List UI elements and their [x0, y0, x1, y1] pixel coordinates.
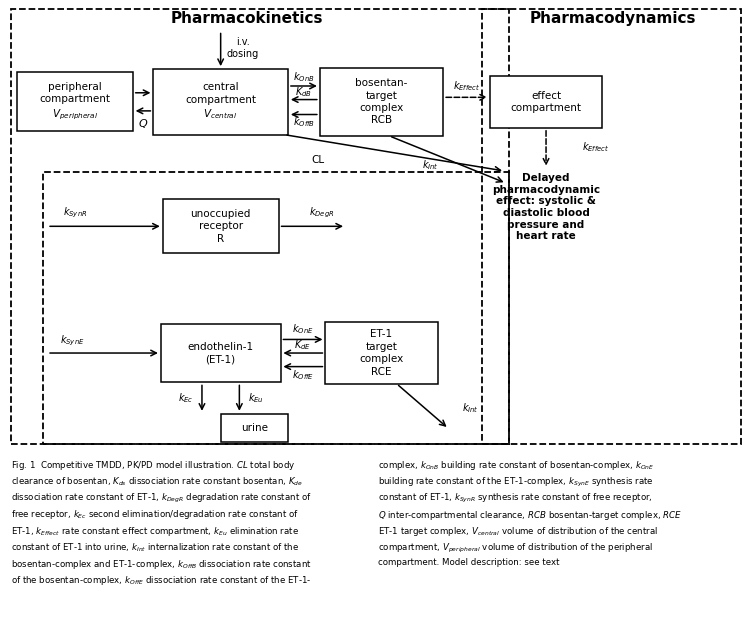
Text: $k_{SynE}$: $k_{SynE}$ [60, 333, 84, 348]
Text: CL: CL [311, 154, 325, 164]
Bar [43, 172, 509, 443]
Text: $K_{dB}$: $K_{dB}$ [295, 85, 313, 99]
Bar [153, 69, 288, 135]
Text: bosentan-
target
complex
RCB: bosentan- target complex RCB [355, 78, 408, 125]
Text: Fig. 1  Competitive TMDD, PK/PD model illustration. $CL$ total body
clearance of: Fig. 1 Competitive TMDD, PK/PD model ill… [11, 459, 312, 587]
Text: urine: urine [241, 423, 268, 433]
Text: $k_{Int}$: $k_{Int}$ [422, 158, 438, 172]
Bar [221, 414, 288, 441]
Bar [17, 73, 132, 131]
Text: Pharmacokinetics: Pharmacokinetics [171, 11, 323, 25]
Text: $k_{Ec}$: $k_{Ec}$ [178, 391, 193, 405]
Text: effect
compartment: effect compartment [511, 91, 581, 113]
Bar [325, 322, 438, 384]
Text: $Q$: $Q$ [138, 117, 148, 130]
Text: i.v.
dosing: i.v. dosing [227, 37, 260, 58]
Bar [162, 199, 278, 254]
Text: $k_{Eu}$: $k_{Eu}$ [248, 391, 264, 405]
Text: $k_{OnB}$: $k_{OnB}$ [293, 70, 315, 84]
Text: endothelin-1
(ET-1): endothelin-1 (ET-1) [188, 342, 254, 364]
Text: $k_{DegR}$: $k_{DegR}$ [309, 205, 335, 220]
Text: ET-1
target
complex
RCE: ET-1 target complex RCE [359, 329, 404, 376]
Text: $k_{OnE}$: $k_{OnE}$ [292, 322, 313, 337]
Text: central
compartment
$V_{central}$: central compartment $V_{central}$ [186, 82, 256, 122]
Bar [482, 9, 741, 443]
Bar [11, 9, 509, 443]
Bar [161, 324, 280, 383]
Text: $k_{SynR}$: $k_{SynR}$ [64, 205, 88, 220]
Text: $k_{Effect}$: $k_{Effect}$ [582, 140, 610, 154]
Bar [490, 76, 602, 128]
Text: $k_{Effect}$: $k_{Effect}$ [453, 79, 480, 93]
Text: $k_{OffE}$: $k_{OffE}$ [292, 368, 314, 382]
Text: Delayed
pharmacodynamic
effect: systolic &
diastolic blood
pressure and
heart ra: Delayed pharmacodynamic effect: systolic… [492, 173, 600, 241]
Text: complex, $k_{OnB}$ building rate constant of bosentan-complex, $k_{OnE}$
buildin: complex, $k_{OnB}$ building rate constan… [378, 459, 681, 567]
Text: peripheral
compartment
$V_{peripheral}$: peripheral compartment $V_{peripheral}$ [40, 82, 110, 122]
Text: $k_{OffB}$: $k_{OffB}$ [293, 115, 315, 128]
Text: unoccupied
receptor
R: unoccupied receptor R [191, 209, 251, 244]
Text: Pharmacodynamics: Pharmacodynamics [530, 11, 696, 25]
Bar [319, 68, 443, 136]
Text: $K_{dE}$: $K_{dE}$ [295, 338, 311, 352]
Text: $k_{Int}$: $k_{Int}$ [462, 402, 479, 415]
